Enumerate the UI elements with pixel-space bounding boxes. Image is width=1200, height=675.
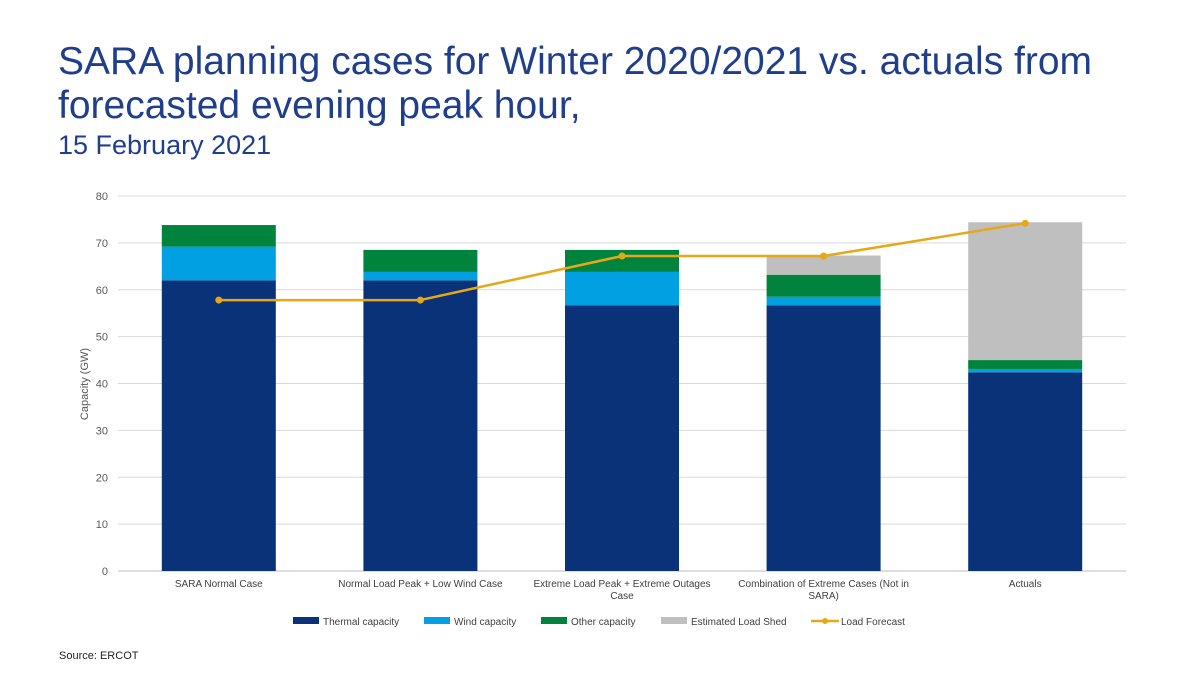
y-tick-label: 80 xyxy=(96,191,108,203)
bar-segment xyxy=(968,372,1083,571)
source-note: Source: ERCOT xyxy=(59,650,139,662)
y-tick-label: 60 xyxy=(96,285,108,297)
legend-swatch xyxy=(541,617,567,624)
load-forecast-line xyxy=(215,219,1029,304)
legend-swatch xyxy=(293,617,319,624)
x-tick-label: Normal Load Peak + Low Wind Case xyxy=(338,579,503,590)
legend-label: Thermal capacity xyxy=(323,617,399,628)
x-tick-label: Combination of Extreme Cases (Not in SARA… xyxy=(738,579,909,602)
bar-segment xyxy=(565,305,679,571)
bar-segment xyxy=(766,296,881,306)
bar-segment xyxy=(766,274,881,297)
line-point xyxy=(416,296,424,304)
legend-label: Load Forecast xyxy=(841,617,905,628)
bar-segment xyxy=(968,368,1083,373)
y-tick-label: 20 xyxy=(96,472,108,484)
y-axis-ticks: 0 10 20 30 40 50 60 70 80 xyxy=(96,191,108,578)
chart-subtitle: 15 February 2021 xyxy=(58,130,272,160)
bar-segment xyxy=(161,280,276,571)
y-tick-label: 30 xyxy=(96,425,108,437)
line-point xyxy=(1021,219,1029,227)
line-point xyxy=(215,296,223,304)
y-tick-label: 10 xyxy=(96,519,108,531)
bar-segment xyxy=(565,271,679,306)
bar-segment xyxy=(766,305,881,571)
line-point xyxy=(820,252,828,260)
bar-segment xyxy=(363,280,478,571)
legend-label: Other capacity xyxy=(571,617,635,628)
bar-segment xyxy=(363,249,478,272)
bars xyxy=(161,222,1083,571)
legend-swatch xyxy=(661,617,687,624)
x-tick-label: SARA Normal Case xyxy=(175,579,263,590)
bar-segment xyxy=(161,246,276,281)
y-tick-label: 0 xyxy=(102,566,108,578)
bar-segment xyxy=(363,271,478,281)
legend-label: Estimated Load Shed xyxy=(691,617,787,628)
legend-swatch xyxy=(424,617,450,624)
x-axis-labels: SARA Normal Case Normal Load Peak + Low W… xyxy=(175,579,1042,602)
chart-title: SARA planning cases for Winter 2020/2021… xyxy=(58,40,1093,127)
x-tick-label: Actuals xyxy=(1009,579,1042,590)
y-axis-label: Capacity (GW) xyxy=(79,348,91,420)
y-tick-label: 50 xyxy=(96,332,108,344)
bar-segment xyxy=(766,255,881,275)
x-tick-label: Extreme Load Peak + Extreme Outages Case xyxy=(533,579,710,602)
bar-segment xyxy=(161,225,276,247)
line-point xyxy=(618,252,626,260)
y-tick-label: 70 xyxy=(96,238,108,250)
bar-segment xyxy=(968,222,1083,361)
legend: Thermal capacity Wind capacity Other capac… xyxy=(293,617,905,628)
legend-label: Wind capacity xyxy=(454,617,516,628)
y-tick-label: 40 xyxy=(96,379,108,391)
legend-marker xyxy=(822,618,828,624)
bar-segment xyxy=(968,360,1083,369)
